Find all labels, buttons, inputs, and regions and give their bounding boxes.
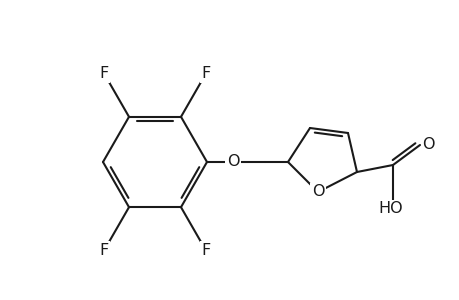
Text: O: O <box>421 137 434 152</box>
Text: F: F <box>201 243 210 258</box>
Text: F: F <box>100 66 109 81</box>
Text: HO: HO <box>378 201 402 216</box>
Text: O: O <box>226 154 239 169</box>
Text: F: F <box>100 243 109 258</box>
Text: F: F <box>201 66 210 81</box>
Text: O: O <box>311 184 324 200</box>
